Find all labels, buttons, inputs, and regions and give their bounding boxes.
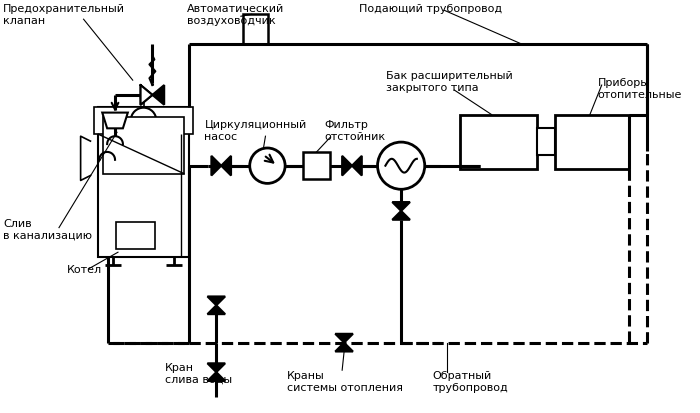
- Circle shape: [141, 96, 146, 102]
- Text: Фильтр
отстойник: Фильтр отстойник: [324, 120, 386, 142]
- Circle shape: [131, 109, 156, 134]
- Polygon shape: [207, 297, 225, 306]
- Text: Слив
в канализацию: Слив в канализацию: [3, 218, 92, 240]
- Bar: [460, 115, 537, 169]
- Polygon shape: [153, 86, 164, 105]
- Bar: [94, 107, 192, 135]
- Polygon shape: [342, 157, 352, 176]
- Text: Обратный
трубопровод: Обратный трубопровод: [433, 370, 508, 392]
- Circle shape: [377, 143, 425, 190]
- Polygon shape: [335, 334, 353, 343]
- Bar: [243, 15, 268, 45]
- Bar: [554, 115, 629, 169]
- Text: Приборы
отопительные: Приборы отопительные: [598, 78, 682, 100]
- Text: Бак расширительный
закрытого типа: Бак расширительный закрытого типа: [386, 71, 513, 93]
- Text: Автоматический
воздуховодчик: Автоматический воздуховодчик: [187, 5, 284, 26]
- Polygon shape: [392, 211, 410, 220]
- Bar: [103, 117, 184, 174]
- Polygon shape: [335, 343, 353, 351]
- Polygon shape: [141, 86, 153, 105]
- Text: Котел: Котел: [67, 264, 102, 274]
- Polygon shape: [102, 113, 128, 129]
- Polygon shape: [221, 157, 231, 176]
- Bar: [98, 107, 189, 257]
- Text: Предохранительный
клапан: Предохранительный клапан: [3, 5, 125, 26]
- Polygon shape: [211, 157, 221, 176]
- Polygon shape: [392, 203, 410, 211]
- Polygon shape: [207, 363, 225, 372]
- Text: Кран
слива воды: Кран слива воды: [165, 363, 232, 384]
- Circle shape: [250, 149, 285, 184]
- Polygon shape: [352, 157, 362, 176]
- Bar: [116, 222, 155, 249]
- Text: Циркуляционный
насос: Циркуляционный насос: [204, 120, 307, 142]
- Polygon shape: [207, 372, 225, 381]
- Text: Краны
системы отопления: Краны системы отопления: [287, 370, 403, 392]
- Bar: [303, 152, 330, 180]
- Text: Подающий трубопровод: Подающий трубопровод: [359, 5, 502, 14]
- Polygon shape: [207, 306, 225, 314]
- Bar: [537, 129, 554, 156]
